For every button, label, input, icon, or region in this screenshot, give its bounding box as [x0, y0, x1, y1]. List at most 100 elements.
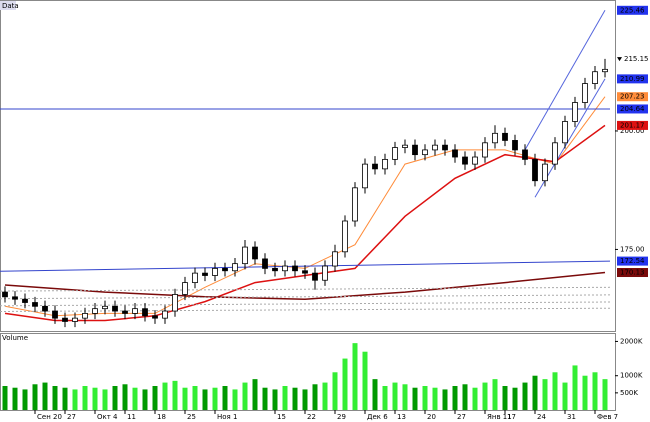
v-tick-label: 2000K	[620, 337, 643, 345]
volume-bar	[492, 379, 498, 410]
x-tick-label: 22	[307, 413, 316, 421]
candle-body	[52, 310, 58, 319]
volume-bar	[372, 379, 378, 410]
price-label-box	[617, 5, 648, 15]
volume-bar	[272, 389, 278, 410]
overlay-line	[0, 301, 611, 307]
candle-body	[122, 310, 128, 314]
candle-body	[542, 163, 548, 182]
volume-bar	[82, 386, 88, 410]
candle-body	[452, 149, 458, 158]
candle-body	[182, 282, 188, 295]
v-tick-label: 500K	[620, 389, 638, 397]
v-tick-label: 1000K	[620, 372, 643, 380]
candle-body	[252, 246, 258, 260]
x-tick-label: 27	[67, 413, 76, 421]
volume-bar	[482, 382, 488, 410]
candle-body	[282, 265, 288, 272]
candle-body	[312, 272, 318, 281]
price-label: 225.46	[620, 6, 645, 14]
x-tick-label: 15	[277, 413, 286, 421]
volume-bar	[332, 372, 338, 410]
price-label: 204.64	[620, 105, 645, 113]
current-price-label: 215.15	[624, 55, 649, 63]
candle-body	[12, 296, 18, 300]
volume-bar	[572, 365, 578, 410]
volume-bar	[192, 386, 198, 410]
candle-body	[62, 317, 68, 322]
candle-body	[32, 302, 38, 307]
candle-body	[462, 156, 468, 165]
volume-bar	[302, 389, 308, 410]
x-tick-label: 13	[397, 413, 406, 421]
x-tick-label: 20	[427, 413, 436, 421]
price-label-box	[617, 268, 648, 278]
current-price-marker	[617, 57, 622, 62]
volume-title: Volume	[2, 334, 28, 342]
price-label-box	[617, 74, 648, 84]
candle-body	[202, 272, 208, 276]
volume-bar	[342, 358, 348, 410]
x-tick-label: 24	[537, 413, 546, 421]
candle-body	[342, 220, 348, 253]
candle-body	[132, 308, 138, 314]
y-tick-label: 200.00	[620, 127, 645, 135]
x-tick-label: 11	[127, 413, 136, 421]
price-label: 207.23	[620, 93, 645, 101]
price-label-box	[617, 104, 648, 114]
volume-bar	[142, 389, 148, 410]
candle-body	[412, 144, 418, 156]
candle-body	[352, 187, 358, 222]
volume-bar	[412, 387, 418, 410]
candle-body	[272, 267, 278, 272]
volume-bar	[102, 389, 108, 410]
x-tick-label: 31	[567, 413, 576, 421]
candle-body	[102, 305, 108, 310]
volume-bar	[542, 379, 548, 410]
candle-body	[442, 144, 448, 151]
volume-bar	[452, 386, 458, 410]
price-panel	[0, 0, 616, 332]
candle-body	[502, 132, 508, 141]
volume-bar	[382, 386, 388, 410]
volume-bar	[422, 386, 428, 410]
candle-body	[112, 305, 118, 312]
x-tick-label: 29	[337, 413, 346, 421]
candle-body	[392, 147, 398, 160]
candle-body	[422, 149, 428, 156]
volume-bar	[32, 384, 38, 410]
x-tick-label: Янв 11	[487, 413, 512, 421]
candle-body	[222, 267, 228, 272]
candle-body	[162, 310, 168, 319]
candle-body	[262, 258, 268, 269]
volume-bar	[432, 387, 438, 410]
candle-body	[212, 267, 218, 276]
price-label: 172.54	[620, 257, 645, 265]
overlay-line	[524, 10, 606, 151]
candle-body	[532, 158, 538, 182]
volume-bar	[132, 387, 138, 410]
candle-body	[2, 291, 8, 298]
x-tick-label: Окт 4	[97, 413, 118, 421]
volume-bar	[552, 372, 558, 410]
volume-bar	[312, 384, 318, 410]
candle-body	[432, 144, 438, 151]
volume-bar	[582, 375, 588, 410]
candle-body	[362, 163, 368, 189]
volume-bar	[592, 372, 598, 410]
candle-body	[572, 102, 578, 122]
volume-bar	[522, 382, 528, 410]
volume-bar	[322, 382, 328, 410]
volume-bar	[122, 384, 128, 410]
x-tick-label: 25	[187, 413, 196, 421]
candle-body	[602, 68, 608, 73]
candle-body	[522, 149, 528, 160]
x-tick-label: 18	[157, 413, 166, 421]
volume-bar	[222, 386, 228, 410]
x-tick-label: 27	[457, 413, 466, 421]
candle-body	[82, 313, 88, 319]
title-box	[0, 1, 16, 10]
overlay-line	[4, 271, 606, 300]
axis-panel	[616, 0, 650, 422]
candle-body	[562, 121, 568, 144]
